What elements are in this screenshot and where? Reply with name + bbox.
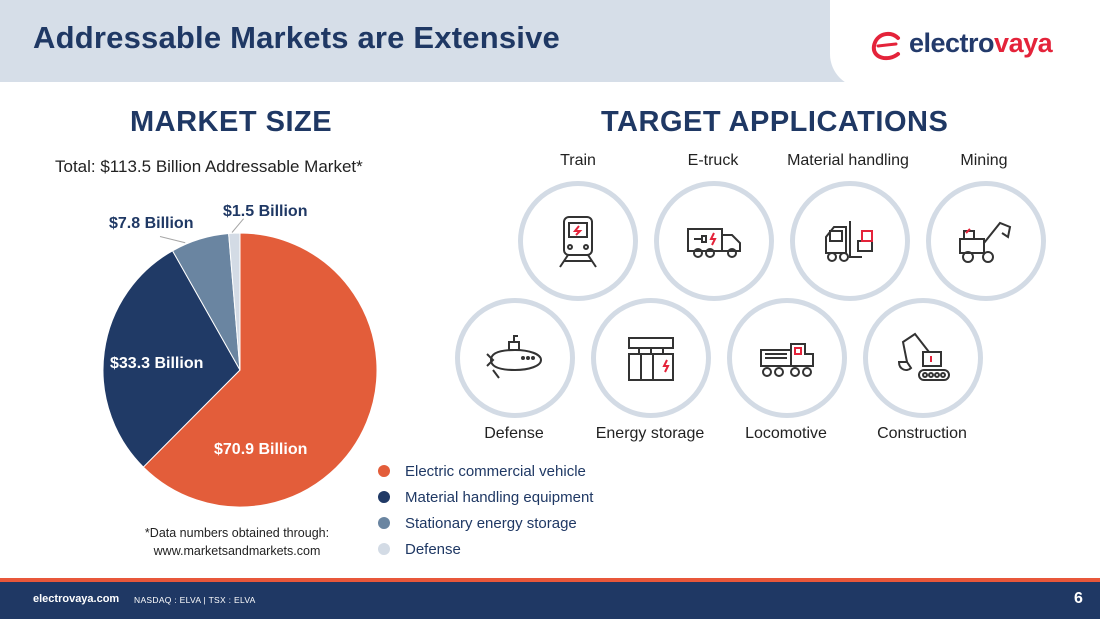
app-circle-mining (926, 181, 1046, 301)
app-label-train: Train (560, 152, 596, 169)
legend-item: Electric commercial vehicle (378, 458, 593, 484)
legend-item: Defense (378, 536, 593, 562)
locomotive-icon (760, 343, 814, 377)
slice-defense (228, 232, 241, 371)
legend-swatch-steel (378, 517, 390, 529)
footer-accent-line (0, 578, 1100, 582)
target-applications-heading: TARGET APPLICATIONS (601, 106, 949, 138)
slice-label-defense: $1.5 Billion (223, 203, 308, 220)
page-title: Addressable Markets are Extensive (33, 20, 560, 55)
logo-text-main: electro (909, 28, 995, 58)
app-circle-construction (863, 298, 983, 418)
legend-label: Defense (405, 540, 461, 558)
chart-legend: Electric commercial vehicle Material han… (378, 458, 593, 562)
footnote-line-1: *Data numbers obtained through: (144, 526, 330, 540)
app-label-energy-storage: Energy storage (595, 425, 705, 442)
legend-label: Electric commercial vehicle (405, 462, 586, 480)
app-label-defense: Defense (484, 425, 544, 442)
electric-truck-icon (687, 228, 741, 258)
slice-commercial-vehicle (142, 232, 378, 508)
legend-label: Stationary energy storage (405, 514, 577, 532)
market-size-heading: MARKET SIZE (130, 106, 333, 138)
footer-website: electrovaya.com (33, 593, 120, 605)
app-circle-locomotive (727, 298, 847, 418)
slice-label-material-handling: $33.3 Billion (110, 355, 204, 372)
submarine-icon (486, 335, 543, 379)
legend-swatch-light (378, 543, 390, 555)
train-icon (559, 216, 597, 268)
excavator-icon (897, 332, 950, 381)
page-number: 6 (1074, 590, 1083, 607)
legend-item: Material handling equipment (378, 484, 593, 510)
electrovaya-logo-icon (871, 31, 900, 61)
app-label-locomotive: Locomotive (745, 425, 827, 442)
footer-bar (0, 582, 1100, 619)
battery-storage-icon (628, 337, 674, 381)
app-circle-material-handling (790, 181, 910, 301)
slice-label-commercial-vehicle: $70.9 Billion (214, 441, 308, 458)
footer-ticker: NASDAQ : ELVA | TSX : ELVA (134, 595, 256, 605)
app-circle-energy-storage (591, 298, 711, 418)
logo-text-accent: vaya (994, 28, 1053, 58)
app-circle-defense (455, 298, 575, 418)
app-circle-etruck (654, 181, 774, 301)
legend-swatch-orange (378, 465, 390, 477)
logo-wordmark: electrovaya (909, 28, 1053, 59)
mining-loader-icon (959, 221, 1012, 263)
market-subtitle: Total: $113.5 Billion Addressable Market… (55, 157, 363, 176)
app-label-etruck: E-truck (687, 152, 739, 169)
legend-swatch-navy (378, 491, 390, 503)
footnote-source-url: www.marketsandmarkets.com (153, 544, 321, 558)
app-label-construction: Construction (877, 425, 967, 442)
slice-material-handling (102, 250, 241, 468)
app-label-material-handling: Material handling (787, 152, 909, 169)
legend-item: Stationary energy storage (378, 510, 593, 536)
forklift-icon (825, 221, 873, 262)
market-pie-chart (102, 232, 378, 508)
data-footnote: *Data numbers obtained through: www.mark… (132, 524, 342, 560)
legend-label: Material handling equipment (405, 488, 594, 506)
app-label-mining: Mining (960, 152, 1008, 169)
app-circle-train (518, 181, 638, 301)
slice-label-stationary: $7.8 Billion (109, 215, 194, 232)
